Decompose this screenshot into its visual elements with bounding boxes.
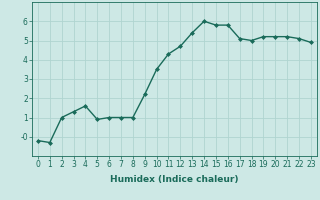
X-axis label: Humidex (Indice chaleur): Humidex (Indice chaleur) bbox=[110, 175, 239, 184]
